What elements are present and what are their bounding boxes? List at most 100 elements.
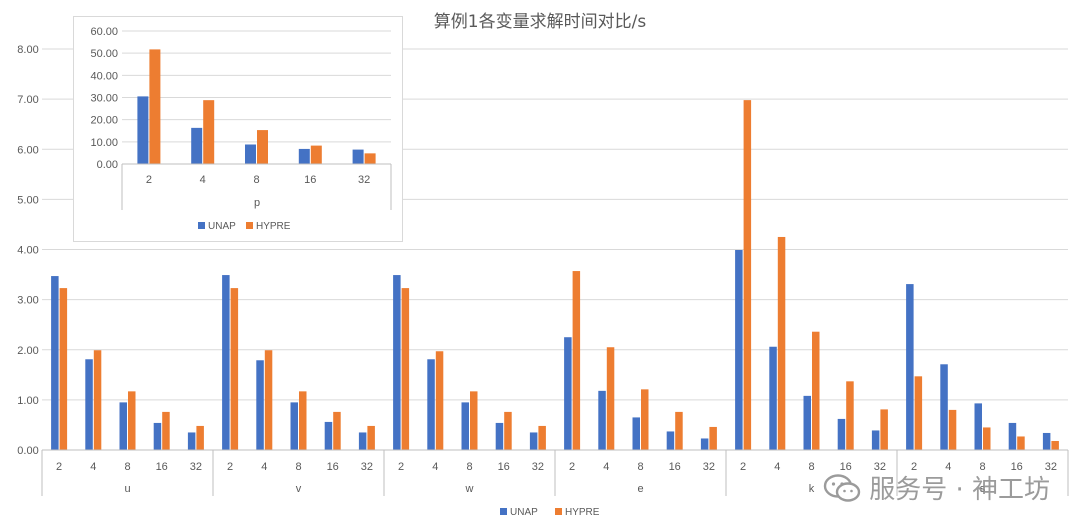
bar-hypre-u-2 xyxy=(59,288,68,450)
legend-swatch xyxy=(555,508,562,515)
bar-hypre-k-32 xyxy=(880,409,888,450)
inset-legend-swatch xyxy=(246,222,253,229)
x-tick-label: 16 xyxy=(327,461,339,473)
x-tick-label: 2 xyxy=(398,461,404,473)
bar-unap-w-8 xyxy=(461,402,469,450)
x-tick-label: 32 xyxy=(703,461,715,473)
bar-hypre-e-8 xyxy=(641,389,649,450)
inset-x-tick-label: 16 xyxy=(304,174,316,186)
bar-unap-e-8 xyxy=(632,417,640,450)
y-tick-label: 7.00 xyxy=(17,94,38,106)
bar-unap-s-32 xyxy=(1042,432,1051,450)
bar-unap-e-16 xyxy=(666,431,675,450)
wechat-icon xyxy=(824,473,861,502)
bar-unap-s-16 xyxy=(1008,422,1017,450)
x-tick-label: 16 xyxy=(840,461,852,473)
bar-hypre-k-16 xyxy=(846,381,854,450)
inset-bar-hypre-2 xyxy=(149,49,161,165)
inset-bar-hypre-16 xyxy=(310,145,322,164)
x-tick-label: 32 xyxy=(532,461,544,473)
inset-bar-unap-2 xyxy=(137,96,149,164)
inset-y-tick-label: 30.00 xyxy=(90,93,118,105)
bar-hypre-u-32 xyxy=(196,425,204,450)
inset-bar-hypre-32 xyxy=(364,153,376,164)
group-label: s xyxy=(980,483,986,495)
x-tick-label: 2 xyxy=(911,461,917,473)
bar-hypre-v-16 xyxy=(333,411,341,450)
bar-unap-k-2 xyxy=(735,250,743,450)
inset-x-tick-label: 32 xyxy=(358,174,370,186)
x-tick-label: 2 xyxy=(227,461,233,473)
bar-unap-u-8 xyxy=(119,402,127,450)
bar-hypre-w-2 xyxy=(401,288,410,450)
inset-gridlines xyxy=(122,30,391,165)
group-label: e xyxy=(637,483,643,495)
main-y-tick-labels: 0.00 1.00 2.00 3.00 4.00 5.00 6.00 7.00 8.00 xyxy=(17,44,38,457)
group-label: v xyxy=(296,483,302,495)
inset-legend: UNAP HYPRE xyxy=(198,221,291,232)
bar-unap-e-32 xyxy=(700,438,709,450)
inset-y-tick-label: 10.00 xyxy=(90,137,118,149)
x-tick-label: 8 xyxy=(637,461,643,473)
inset-x-tick-label: 2 xyxy=(146,174,152,186)
inset-x-axis: 2 4 8 16 32 xyxy=(121,163,392,210)
bar-unap-v-4 xyxy=(256,360,264,450)
bar-hypre-w-8 xyxy=(470,391,478,450)
x-tick-label: 4 xyxy=(90,461,96,473)
inset-legend-label: UNAP xyxy=(208,221,236,232)
watermark-text: 服务号 · 神工坊 xyxy=(869,475,1050,505)
x-tick-label: 16 xyxy=(669,461,681,473)
bar-unap-v-8 xyxy=(290,402,298,450)
x-tick-label: 8 xyxy=(808,461,814,473)
inset-y-tick-label: 40.00 xyxy=(90,70,118,82)
bar-unap-v-32 xyxy=(358,432,367,450)
x-tick-label: 8 xyxy=(979,461,985,473)
legend-label: UNAP xyxy=(510,507,538,518)
inset-bar-hypre-8 xyxy=(257,130,268,164)
group-label: k xyxy=(809,483,815,495)
bar-unap-w-32 xyxy=(529,432,538,450)
inset-bar-unap-4 xyxy=(191,127,203,164)
inset-bar-hypre-4 xyxy=(203,100,215,164)
inset-y-tick-labels: 0.00 10.00 20.00 30.00 40.00 50.00 60.00 xyxy=(90,26,118,171)
bar-hypre-u-16 xyxy=(162,411,170,450)
watermark: 服务号 · 神工坊 xyxy=(823,469,1050,506)
y-tick-label: 6.00 xyxy=(17,144,38,156)
inset-y-tick-label: 0.00 xyxy=(97,159,118,171)
bar-hypre-e-32 xyxy=(709,426,717,450)
y-tick-label: 2.00 xyxy=(17,345,38,357)
bar-unap-e-4 xyxy=(598,390,606,450)
x-tick-label: 16 xyxy=(1011,461,1023,473)
y-tick-label: 0.00 xyxy=(17,445,38,457)
bar-unap-u-32 xyxy=(187,432,196,450)
bar-unap-w-16 xyxy=(495,422,504,450)
bar-unap-k-16 xyxy=(837,418,846,450)
x-tick-label: 2 xyxy=(56,461,62,473)
y-tick-label: 1.00 xyxy=(17,395,38,407)
y-tick-label: 5.00 xyxy=(17,194,38,206)
x-tick-label: 32 xyxy=(1045,461,1057,473)
bar-hypre-u-8 xyxy=(128,391,136,450)
inset-x-tick-label: 8 xyxy=(253,174,259,186)
bar-hypre-w-4 xyxy=(435,351,444,450)
legend-swatch xyxy=(500,508,507,515)
y-tick-label: 3.00 xyxy=(17,295,38,307)
inset-bar-unap-32 xyxy=(352,149,364,164)
x-tick-label: 32 xyxy=(874,461,886,473)
bar-unap-u-4 xyxy=(85,359,93,450)
bar-hypre-s-32 xyxy=(1051,440,1059,450)
x-tick-label: 4 xyxy=(432,461,438,473)
inset-bar-unap-16 xyxy=(298,148,310,164)
bar-hypre-v-32 xyxy=(367,425,375,450)
bar-hypre-s-2 xyxy=(914,376,923,450)
bar-unap-s-4 xyxy=(940,364,948,450)
bar-hypre-k-2 xyxy=(743,100,752,450)
bar-hypre-v-2 xyxy=(230,288,239,450)
bar-hypre-w-16 xyxy=(504,411,512,450)
inset-bars xyxy=(137,49,376,165)
bar-unap-k-8 xyxy=(803,395,811,450)
legend-label: HYPRE xyxy=(565,507,600,518)
bar-unap-v-2 xyxy=(222,275,230,450)
bar-unap-u-2 xyxy=(51,276,59,450)
